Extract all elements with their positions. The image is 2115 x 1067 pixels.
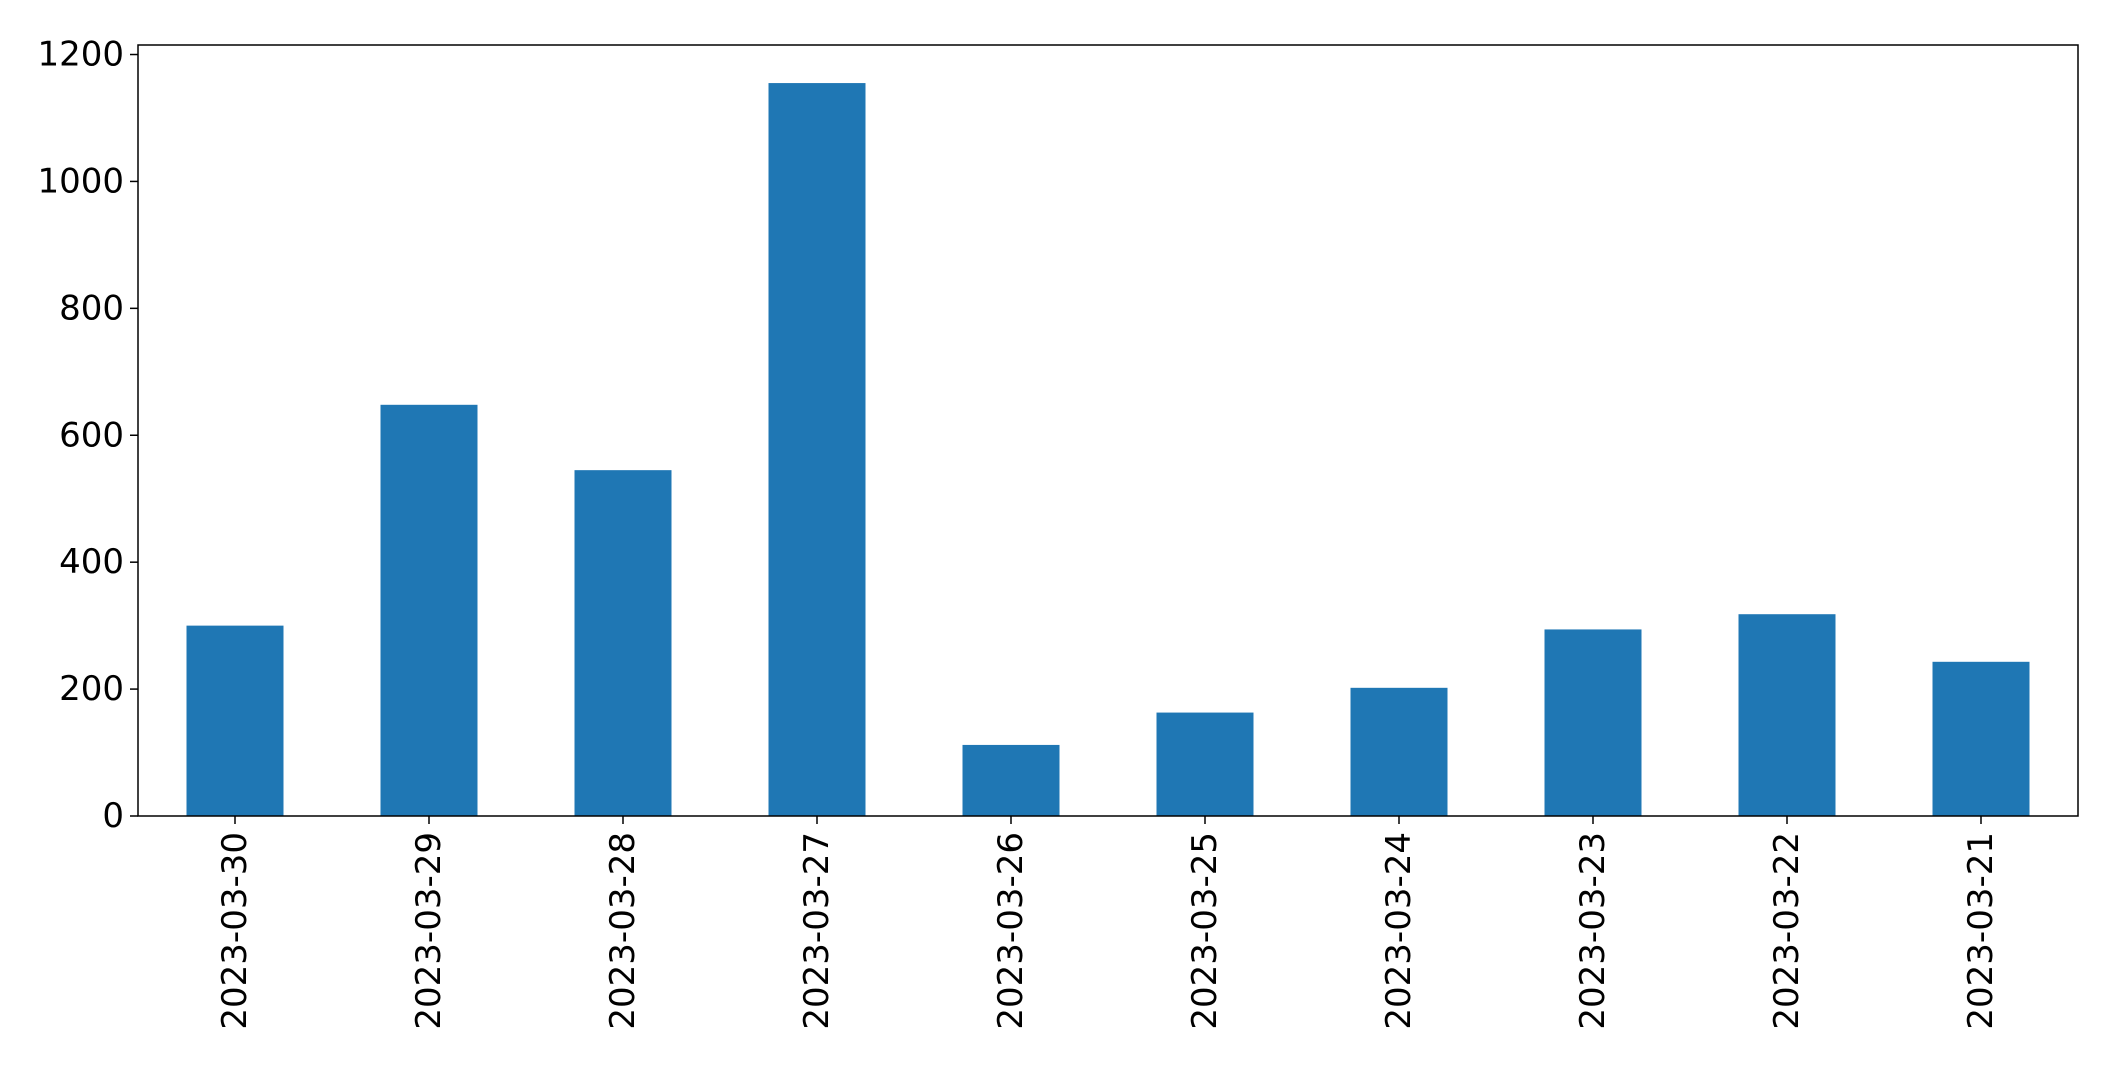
x-axis: 2023-03-30 2023-03-29 2023-03-28 2023-03-27… (215, 816, 2001, 1030)
bar-2023-03-28 (574, 470, 672, 816)
y-tick-label: 0 (102, 796, 124, 836)
y-tick-label: 1000 (37, 161, 124, 201)
bar-2023-03-22 (1738, 614, 1836, 816)
x-tick-label: 2023-03-27 (797, 832, 837, 1030)
y-tick-label: 400 (59, 542, 124, 582)
bar-2023-03-23 (1544, 629, 1642, 816)
plot-frame (137, 44, 2079, 817)
y-tick-label: 1200 (37, 35, 124, 75)
x-tick-label: 2023-03-23 (1573, 832, 1613, 1030)
y-tick-label: 200 (59, 669, 124, 709)
x-tick-label: 2023-03-21 (1961, 832, 2001, 1030)
bar-2023-03-30 (186, 625, 284, 816)
y-tick-label: 600 (59, 415, 124, 455)
y-axis: 0 200 400 600 800 1000 1200 (37, 35, 138, 836)
x-tick-label: 2023-03-24 (1379, 832, 1419, 1030)
y-tick-label: 800 (59, 288, 124, 328)
bar-2023-03-26 (962, 744, 1060, 816)
x-tick-label: 2023-03-29 (409, 832, 449, 1030)
bars-layer (186, 83, 2030, 816)
bar-2023-03-24 (1350, 687, 1448, 816)
bar-2023-03-25 (1156, 712, 1254, 816)
x-tick-label: 2023-03-30 (215, 832, 255, 1030)
x-tick-label: 2023-03-22 (1767, 832, 1807, 1030)
bar-2023-03-27 (768, 83, 866, 816)
x-tick-label: 2023-03-25 (1185, 832, 1225, 1030)
bar-2023-03-29 (380, 404, 478, 816)
x-tick-label: 2023-03-28 (603, 832, 643, 1030)
bar-2023-03-21 (1932, 661, 2030, 816)
x-tick-label: 2023-03-26 (991, 832, 1031, 1030)
